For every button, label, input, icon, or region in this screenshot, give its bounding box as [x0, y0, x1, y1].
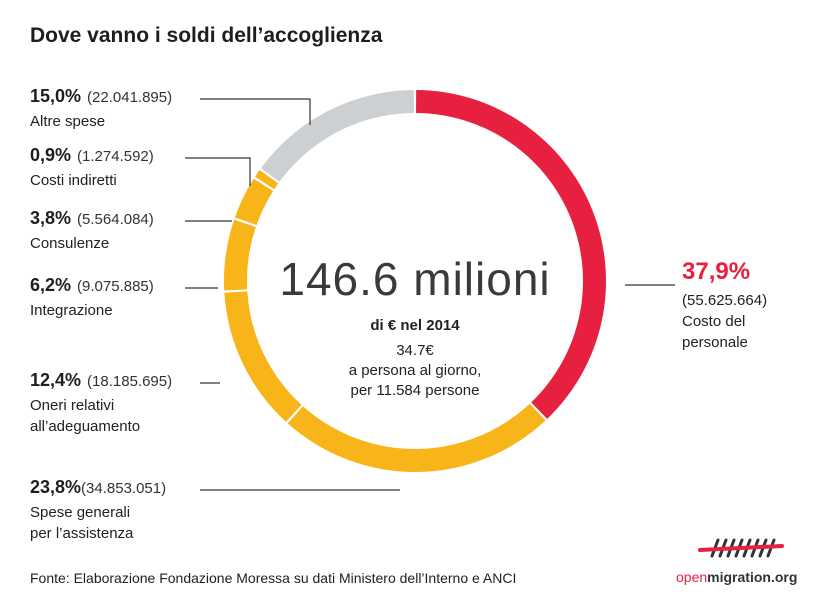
- label-pct: 15,0%: [30, 86, 82, 106]
- per-day-value: 34.7€: [396, 342, 434, 359]
- donut-slice-consulenze: [234, 178, 274, 226]
- donut-slice-oneri-relativi-all-adeguamento: [224, 291, 302, 422]
- label-name: Costi indiretti: [30, 172, 117, 189]
- source-note: Fonte: Elaborazione Fondazione Moressa s…: [30, 570, 517, 586]
- label-costi-indiretti: 0,9% (1.274.592) Costi indiretti: [30, 145, 154, 191]
- label-amount: (22.041.895): [87, 89, 173, 106]
- label-amount: (34.853.051): [81, 480, 167, 497]
- donut-slice-costi-indiretti: [254, 170, 279, 190]
- leader-line-altre-spese: [200, 98, 311, 125]
- label-pct: 37,9%: [682, 258, 751, 285]
- donut-slice-integrazione: [224, 219, 256, 291]
- label-pct: 0,9%: [30, 145, 72, 165]
- label-name-line1: Oneri relativi: [30, 397, 115, 414]
- label-costo-personale: 37,9% (55.625.664) Costo del personale: [682, 258, 767, 353]
- label-name-line2: all’adeguamento: [30, 418, 141, 435]
- donut-slice-costo-del-personale: [416, 90, 606, 419]
- per-day-line3: per 11.584 persone: [350, 382, 480, 399]
- label-amount: (1.274.592): [77, 148, 154, 165]
- logo-text-part2: migration.org: [707, 569, 798, 585]
- per-day-line2: a persona al giorno,: [348, 362, 482, 379]
- label-amount: (18.185.695): [87, 373, 173, 390]
- label-pct: 3,8%: [30, 208, 72, 228]
- label-name: Altre spese: [30, 113, 106, 130]
- label-consulenze: 3,8% (5.564.084) Consulenze: [30, 208, 154, 254]
- label-name: Spese generali per l’assistenza: [30, 502, 166, 544]
- label-name: Costo del personale: [682, 311, 767, 353]
- leader-line-costi-indiretti: [185, 157, 251, 186]
- label-altre-spese: 15,0% (22.041.895) Altre spese: [30, 86, 172, 132]
- label-pct: 23,8%: [30, 477, 82, 497]
- label-name-line1: Spese generali: [30, 504, 131, 521]
- label-name: Oneri relativi all’adeguamento: [30, 395, 172, 437]
- donut-slices: [224, 90, 606, 473]
- label-name: Integrazione: [30, 302, 113, 319]
- center-unit: di € nel 2014: [370, 317, 460, 334]
- label-pct: 6,2%: [30, 275, 72, 295]
- label-name-line1: Costo del: [682, 313, 746, 330]
- center-total: 146.6 milioni: [279, 253, 551, 305]
- label-pct: 12,4%: [30, 370, 82, 390]
- logo-text: openmigration.org: [676, 569, 797, 585]
- label-amount: (55.625.664): [682, 292, 768, 309]
- logo-text-part1: open: [676, 569, 708, 585]
- label-oneri: 12,4% (18.185.695) Oneri relativi all’ade…: [30, 370, 172, 437]
- label-name-line2: personale: [682, 334, 748, 351]
- donut-slice-spese-generali-per-l-assistenza: [287, 403, 546, 473]
- center-per-day: 34.7€ a persona al giorno, per 11.584 pe…: [262, 341, 568, 401]
- label-amount: (9.075.885): [77, 278, 154, 295]
- leader-lines: [185, 98, 675, 491]
- label-spese-generali: 23,8%(34.853.051) Spese generali per l’a…: [30, 477, 166, 544]
- chart-title: Dove vanno i soldi dell’accoglienza: [30, 24, 383, 47]
- label-integrazione: 6,2% (9.075.885) Integrazione: [30, 275, 154, 321]
- label-name-line2: per l’assistenza: [30, 525, 134, 542]
- donut-slice-altre-spese: [260, 90, 414, 182]
- label-amount: (5.564.084): [77, 211, 154, 228]
- openmigration-mark-icon: [698, 538, 784, 558]
- label-name: Consulenze: [30, 235, 110, 252]
